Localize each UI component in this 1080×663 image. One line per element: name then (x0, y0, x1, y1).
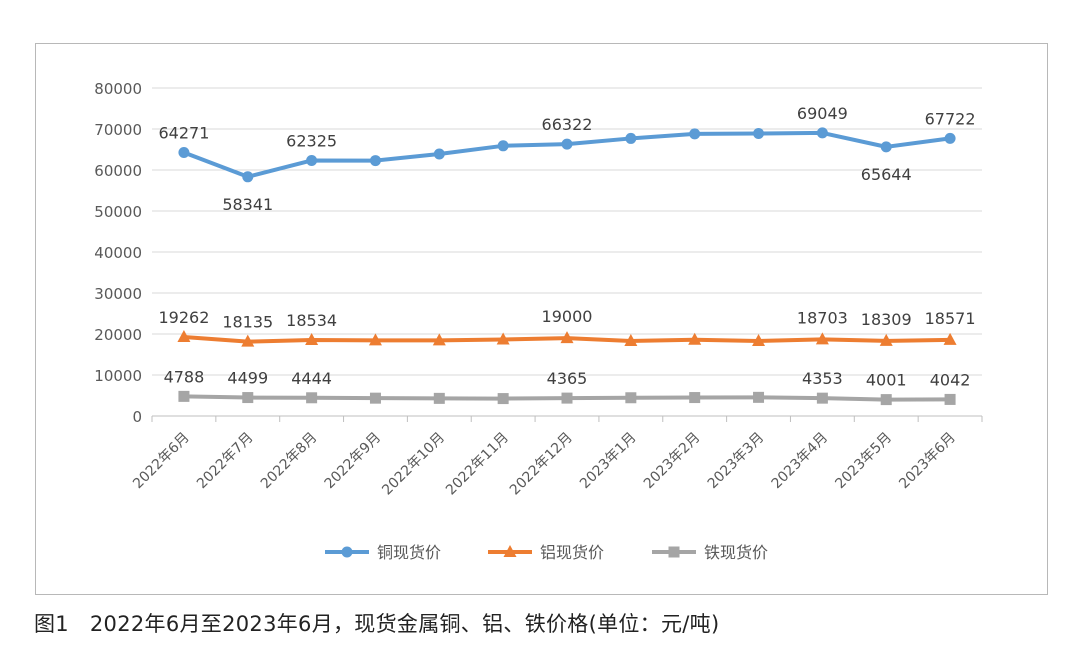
data-point (753, 128, 765, 140)
y-tick-label: 0 (132, 408, 142, 426)
data-point (560, 331, 574, 344)
data-label: 4353 (802, 369, 843, 388)
legend-label: 铁现货价 (704, 543, 768, 562)
data-point (689, 128, 701, 140)
data-point (625, 132, 637, 144)
data-label: 69049 (797, 104, 848, 123)
data-point (177, 330, 191, 343)
y-tick-label: 40000 (94, 244, 142, 262)
x-tick-label: 2023年4月 (769, 430, 832, 493)
data-point (432, 333, 446, 346)
x-tick-label: 2023年3月 (705, 430, 768, 493)
data-point (178, 146, 190, 158)
data-point (624, 333, 638, 346)
legend-marker (668, 546, 680, 558)
data-label: 18135 (222, 313, 273, 332)
data-point (944, 393, 956, 405)
x-tick-label: 2022年11月 (443, 430, 512, 499)
legend-label: 铝现货价 (540, 543, 604, 562)
figure-caption: 图1 2022年6月至2023年6月，现货金属铜、铝、铁价格(单位：元/吨) (34, 612, 720, 636)
x-tick-label: 2022年6月 (130, 430, 193, 493)
x-tick-label: 2022年10月 (379, 430, 448, 499)
x-tick-label: 2022年9月 (322, 430, 385, 493)
y-tick-label: 60000 (94, 162, 142, 180)
data-label: 19262 (158, 308, 209, 327)
data-point (369, 392, 381, 404)
data-point (306, 392, 318, 404)
data-label: 18309 (861, 310, 912, 329)
data-point (880, 394, 892, 406)
y-tick-label: 50000 (94, 203, 142, 221)
y-tick-label: 80000 (94, 80, 142, 98)
data-point (625, 392, 637, 404)
data-point (561, 392, 573, 404)
data-point (561, 138, 573, 150)
y-tick-label: 30000 (94, 285, 142, 303)
y-tick-label: 70000 (94, 121, 142, 139)
legend-marker (503, 545, 517, 557)
y-tick-label: 10000 (94, 367, 142, 385)
data-point (242, 171, 254, 183)
x-tick-label: 2022年7月 (194, 430, 257, 493)
data-point (178, 390, 190, 402)
data-point (497, 140, 509, 152)
data-point (689, 392, 701, 404)
line-chart: 0 10000 20000 30000 40000 50000 60000 70000 8000… (94, 80, 983, 562)
data-label: 4042 (930, 370, 971, 389)
data-point (688, 332, 702, 345)
data-point (241, 334, 255, 347)
data-point (242, 392, 254, 404)
data-label: 58341 (222, 195, 273, 214)
data-label: 4499 (227, 369, 268, 388)
data-label: 4001 (866, 371, 907, 390)
data-point (816, 392, 828, 404)
data-point (368, 333, 382, 346)
data-point (753, 391, 765, 403)
x-tick-label: 2023年1月 (577, 430, 640, 493)
data-point (944, 132, 956, 144)
data-label: 65644 (861, 165, 912, 184)
data-point (879, 333, 893, 346)
data-point (433, 148, 445, 160)
data-label: 18703 (797, 308, 848, 327)
data-label: 19000 (542, 307, 593, 326)
chart-frame (35, 43, 1048, 595)
data-point (433, 392, 445, 404)
data-label: 62325 (286, 131, 337, 150)
data-point (496, 332, 510, 345)
data-point (815, 332, 829, 345)
data-label: 4365 (547, 369, 588, 388)
data-label: 67722 (925, 109, 976, 128)
data-label: 66322 (542, 115, 593, 134)
legend-label: 铜现货价 (377, 543, 441, 562)
data-point (305, 333, 319, 346)
data-label: 4444 (291, 369, 332, 388)
data-label: 18534 (286, 311, 337, 330)
data-point (306, 154, 318, 166)
x-tick-label: 2023年5月 (832, 430, 895, 493)
x-tick-label: 2022年8月 (258, 430, 321, 493)
x-tick-label: 2023年6月 (896, 430, 959, 493)
data-point (369, 155, 381, 167)
data-point (880, 141, 892, 153)
x-tick-label: 2023年2月 (641, 430, 704, 493)
data-point (497, 393, 509, 405)
data-label: 18571 (925, 309, 976, 328)
data-point (943, 332, 957, 345)
y-tick-label: 20000 (94, 326, 142, 344)
data-label: 4788 (164, 367, 205, 386)
data-point (816, 127, 828, 139)
x-tick-label: 2022年12月 (507, 430, 576, 499)
legend-marker (341, 546, 353, 558)
data-point (752, 333, 766, 346)
data-label: 64271 (158, 123, 209, 142)
